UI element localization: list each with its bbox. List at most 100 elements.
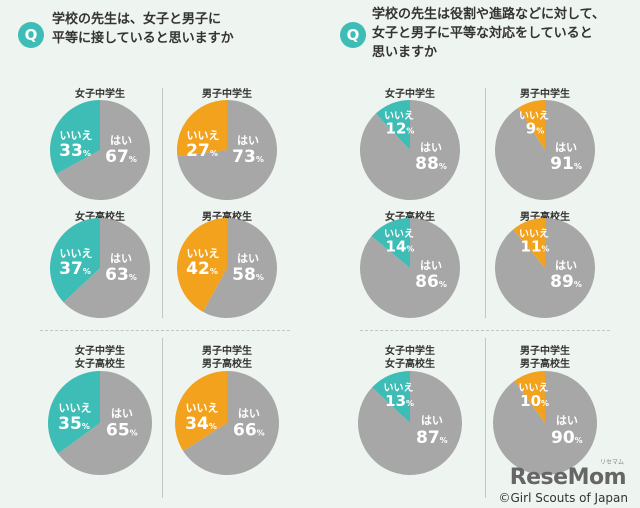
chart-title-line: 女子中学生: [385, 89, 435, 100]
slice-label-no: いいえ: [519, 110, 549, 122]
chart-title-line: 女子高校生: [385, 359, 435, 370]
slice-label-yes: はい: [237, 252, 259, 265]
pie-slice-no: [518, 100, 545, 150]
pie-slice-no: [50, 100, 100, 175]
slice-label-no: いいえ: [384, 110, 414, 122]
slice-label-yes: はい: [238, 407, 260, 420]
divider-q2-columns: [485, 88, 486, 318]
slice-label-no: いいえ: [59, 402, 92, 415]
chart-title: 男子中学生: [167, 88, 287, 101]
chart-title-line: 男子中学生: [202, 346, 252, 357]
pie-slice-no: [175, 371, 227, 451]
pie-slice-yes: [202, 218, 277, 318]
chart-title-line: 男子中学生: [520, 346, 570, 357]
slice-label-yes: はい: [420, 141, 442, 154]
pie-slice-no: [177, 100, 227, 157]
slice-label-yes: はい: [237, 134, 259, 147]
chart-title: 男子中学生男子高校生: [485, 345, 605, 371]
slice-label-yes: はい: [110, 134, 132, 147]
pie-slice-yes: [63, 218, 150, 318]
chart-title-line: 女子中学生: [75, 346, 125, 357]
slice-label-yes: はい: [110, 252, 132, 265]
chart-title: 男子中学生男子高校生: [167, 345, 287, 371]
question-2-line-2: 女子と男子に平等な対応をしていると: [372, 26, 593, 41]
slice-label-yes: はい: [555, 141, 577, 154]
slice-label-yes: はい: [111, 407, 133, 420]
chart-title: 男子高校生: [167, 211, 287, 224]
divider-q1-columns-bottom: [162, 338, 163, 498]
pie-slice-no: [375, 100, 410, 150]
chart-title: 女子中学生: [40, 88, 160, 101]
chart-title-line: 男子高校生: [202, 212, 252, 223]
question-1-line-1: 学校の先生は、女子と男子に: [52, 12, 222, 27]
slice-label-yes: はい: [555, 259, 577, 272]
chart-title-line: 男子高校生: [520, 359, 570, 370]
question-1-badge: Q: [18, 22, 44, 48]
chart-title-line: 女子中学生: [75, 89, 125, 100]
chart-title: 女子高校生: [350, 211, 470, 224]
question-2-text: 学校の先生は役割や進路などに対して、 女子と男子に平等な対応をしていると 思いま…: [372, 5, 605, 62]
slice-label-no: いいえ: [60, 247, 93, 260]
divider-q2-columns-bottom: [485, 338, 486, 498]
chart-title: 女子中学生女子高校生: [40, 345, 160, 371]
divider-q1-columns: [162, 88, 163, 318]
slice-label-no: いいえ: [519, 382, 549, 394]
divider-q2-totals: [360, 330, 610, 331]
slice-label-no: いいえ: [384, 382, 414, 394]
chart-title-line: 男子中学生: [520, 89, 570, 100]
brand-ruby: リセマム: [599, 459, 624, 466]
brand-logo: ReseMom: [509, 465, 627, 490]
slice-label-no: いいえ: [187, 247, 220, 260]
slice-label-no: いいえ: [384, 228, 414, 240]
chart-title-line: 男子中学生: [202, 89, 252, 100]
slice-label-no: いいえ: [187, 129, 220, 142]
chart-title: 女子高校生: [40, 211, 160, 224]
pie-slice-no: [513, 218, 545, 268]
pie-slice-no: [50, 218, 100, 303]
chart-title-line: 女子中学生: [385, 346, 435, 357]
slice-label-yes: はい: [421, 414, 443, 427]
divider-q1-totals: [40, 330, 290, 331]
question-2-line-1: 学校の先生は役割や進路などに対して、: [372, 7, 605, 22]
slice-label-no: いいえ: [519, 228, 549, 240]
pie-slice-no: [177, 218, 227, 312]
pie-slice-yes: [183, 371, 279, 475]
question-2-badge: Q: [340, 22, 366, 48]
pie-slice-no: [514, 371, 545, 423]
slice-label-yes: はい: [556, 414, 578, 427]
chart-title: 男子高校生: [485, 211, 605, 224]
question-1-text: 学校の先生は、女子と男子に 平等に接していると思いますか: [52, 10, 234, 48]
chart-title-line: 女子高校生: [385, 212, 435, 223]
slice-label-no: いいえ: [60, 129, 93, 142]
pie-slice-no: [371, 218, 410, 268]
chart-title: 女子中学生: [350, 88, 470, 101]
pie-slice-no: [372, 371, 410, 423]
chart-title-line: 女子高校生: [75, 359, 125, 370]
question-2-line-3: 思いますか: [372, 45, 438, 60]
chart-title: 男子中学生: [485, 88, 605, 101]
pie-slice-yes: [57, 371, 152, 475]
chart-title: 女子中学生女子高校生: [350, 345, 470, 371]
chart-title-line: 男子高校生: [520, 212, 570, 223]
pie-slice-yes: [56, 100, 151, 200]
slice-label-no: いいえ: [186, 402, 219, 415]
pie-slice-no: [47, 371, 100, 454]
question-1-line-2: 平等に接していると思いますか: [52, 31, 234, 46]
slice-label-yes: はい: [420, 259, 442, 272]
chart-title-line: 女子高校生: [75, 212, 125, 223]
pie-slice-yes: [177, 100, 277, 200]
copyright-text: ©Girl Scouts of Japan: [498, 491, 629, 505]
chart-title-line: 男子高校生: [202, 359, 252, 370]
